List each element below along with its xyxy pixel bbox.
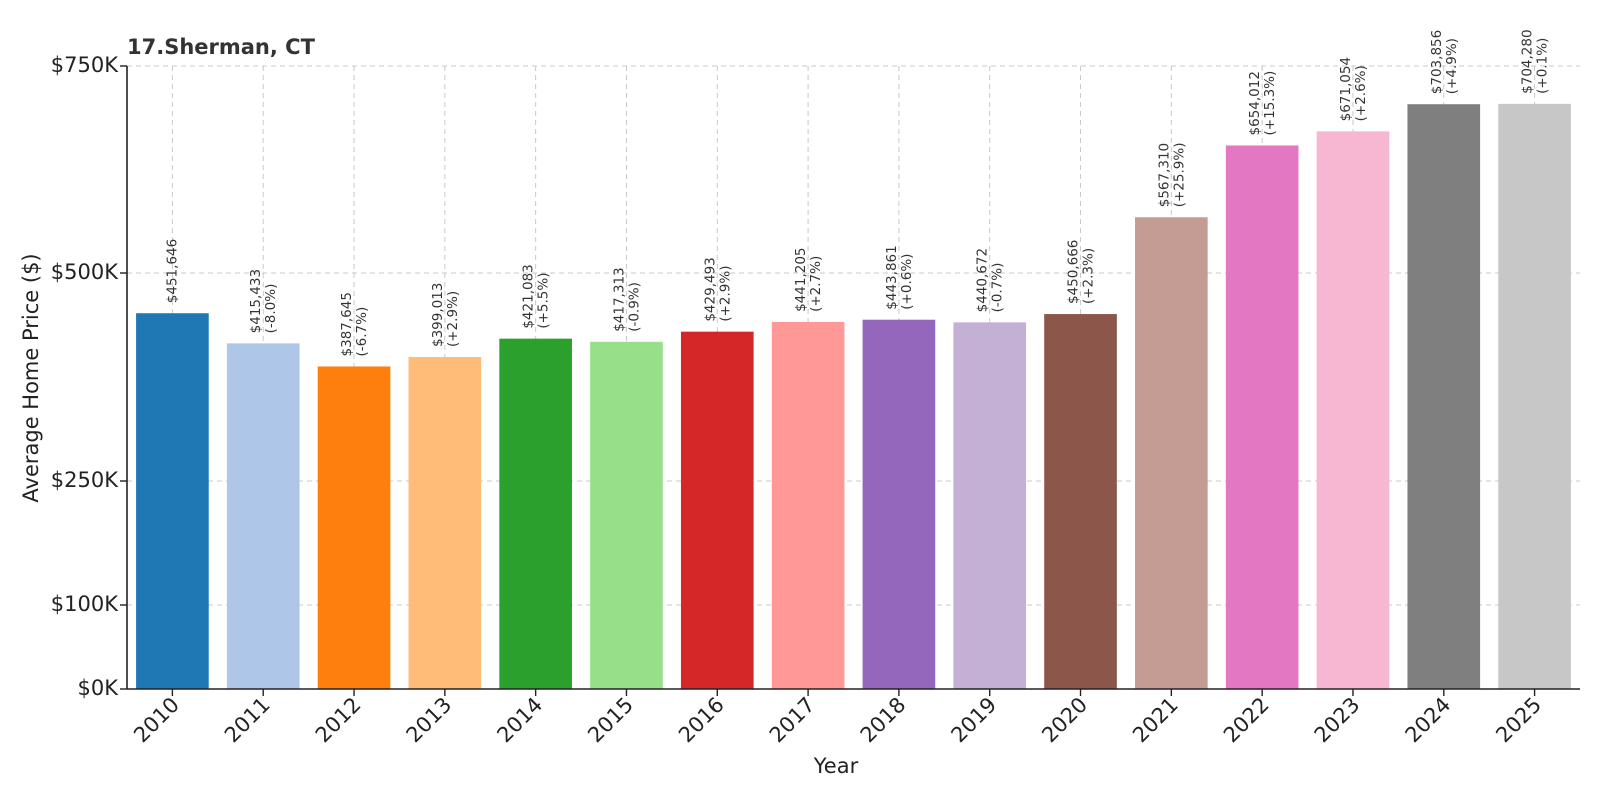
bar-2015: [590, 341, 663, 689]
bar-value-label-2018: $443,861(+0.6%): [884, 245, 915, 309]
x-tick-label-2018: 2018: [856, 693, 911, 748]
x-tick-label-2021: 2021: [1128, 693, 1183, 748]
bar-value-label-2012: $387,645(-6.7%): [339, 292, 370, 356]
bar-value-label-2021: $567,310(+25.9%): [1156, 143, 1187, 208]
y-tick-label: $750K: [51, 53, 119, 77]
x-tick-label-2010: 2010: [129, 693, 184, 748]
bar-value-label-2010: $451,646: [164, 239, 180, 303]
bar-value-label-2011: $415,433(-8.0%): [248, 269, 279, 333]
x-tick-label-2012: 2012: [311, 693, 366, 748]
x-tick-label-2024: 2024: [1401, 693, 1456, 748]
x-tick-label-2022: 2022: [1219, 693, 1274, 748]
x-axis-title: Year: [813, 754, 859, 778]
bar-2010: [136, 313, 209, 689]
bar-value-label-2020: $450,666(+2.3%): [1066, 240, 1097, 304]
chart-title: 17.Sherman, CT: [127, 35, 316, 59]
bar-value-label-2024: $703,856(+4.9%): [1429, 30, 1460, 94]
x-tick-label-2011: 2011: [220, 693, 275, 748]
x-tick-label-2015: 2015: [583, 693, 638, 748]
x-tick-label-2019: 2019: [946, 693, 1001, 748]
bar-value-label-2022: $654,012(+15.3%): [1247, 71, 1278, 136]
bar-value-label-2016: $429,493(+2.9%): [702, 257, 733, 321]
bar-2019: [953, 322, 1027, 689]
bar-2022: [1225, 145, 1299, 690]
x-tick-label-2025: 2025: [1491, 693, 1546, 748]
bar-value-label-2017: $441,205(+2.7%): [793, 247, 824, 311]
bar-2021: [1135, 217, 1208, 689]
x-tick-label-2013: 2013: [402, 693, 457, 748]
y-tick-label: $0K: [78, 676, 120, 700]
bar-2017: [771, 321, 845, 689]
bar-2020: [1044, 314, 1117, 689]
bar-2014: [499, 338, 572, 689]
y-tick-label: $100K: [51, 592, 119, 616]
x-tick-label-2017: 2017: [765, 693, 820, 748]
bar-2012: [317, 366, 391, 689]
x-tick-label-2014: 2014: [492, 693, 547, 748]
bar-value-label-2025: $704,280(+0.1%): [1520, 29, 1551, 93]
bar-2025: [1498, 103, 1571, 690]
x-tick-label-2020: 2020: [1037, 693, 1092, 748]
bar-2023: [1316, 131, 1390, 689]
bar-2024: [1407, 104, 1481, 690]
bar-value-label-2013: $399,013(+2.9%): [430, 283, 461, 347]
bar-2011: [226, 343, 300, 689]
bar-value-label-2014: $421,083(+5.5%): [521, 264, 552, 328]
y-axis-title: Average Home Price ($): [19, 253, 43, 502]
bar-2013: [408, 357, 482, 689]
bar-2016: [680, 331, 754, 689]
y-tick-label: $250K: [51, 468, 119, 492]
bar-value-label-2015: $417,313(-0.9%): [611, 267, 642, 331]
bar-2018: [862, 319, 936, 689]
x-tick-label-2023: 2023: [1310, 693, 1365, 748]
bar-value-label-2019: $440,672(-0.7%): [975, 248, 1006, 312]
bar-value-label-2023: $671,054(+2.6%): [1338, 57, 1369, 121]
y-tick-label: $500K: [51, 260, 119, 284]
x-tick-label-2016: 2016: [674, 693, 729, 748]
